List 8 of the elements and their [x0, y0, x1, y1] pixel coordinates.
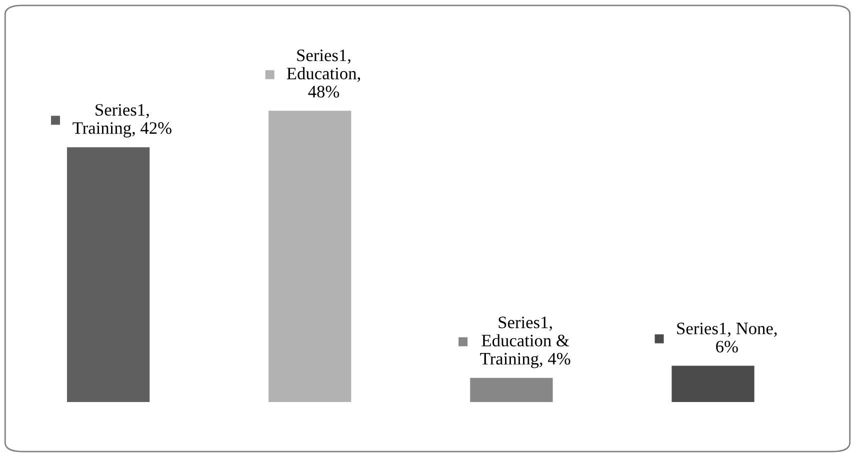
data-label: Series1, Education & Training, 4% [480, 316, 570, 368]
data-label: Series1, None, 6% [677, 322, 777, 353]
data-label: Series1, Education, 48% [286, 50, 360, 98]
bar [268, 110, 352, 402]
bar [66, 147, 150, 402]
bar [470, 378, 553, 402]
bar [672, 366, 754, 402]
data-label: Series1, Training, 42% [72, 104, 172, 138]
